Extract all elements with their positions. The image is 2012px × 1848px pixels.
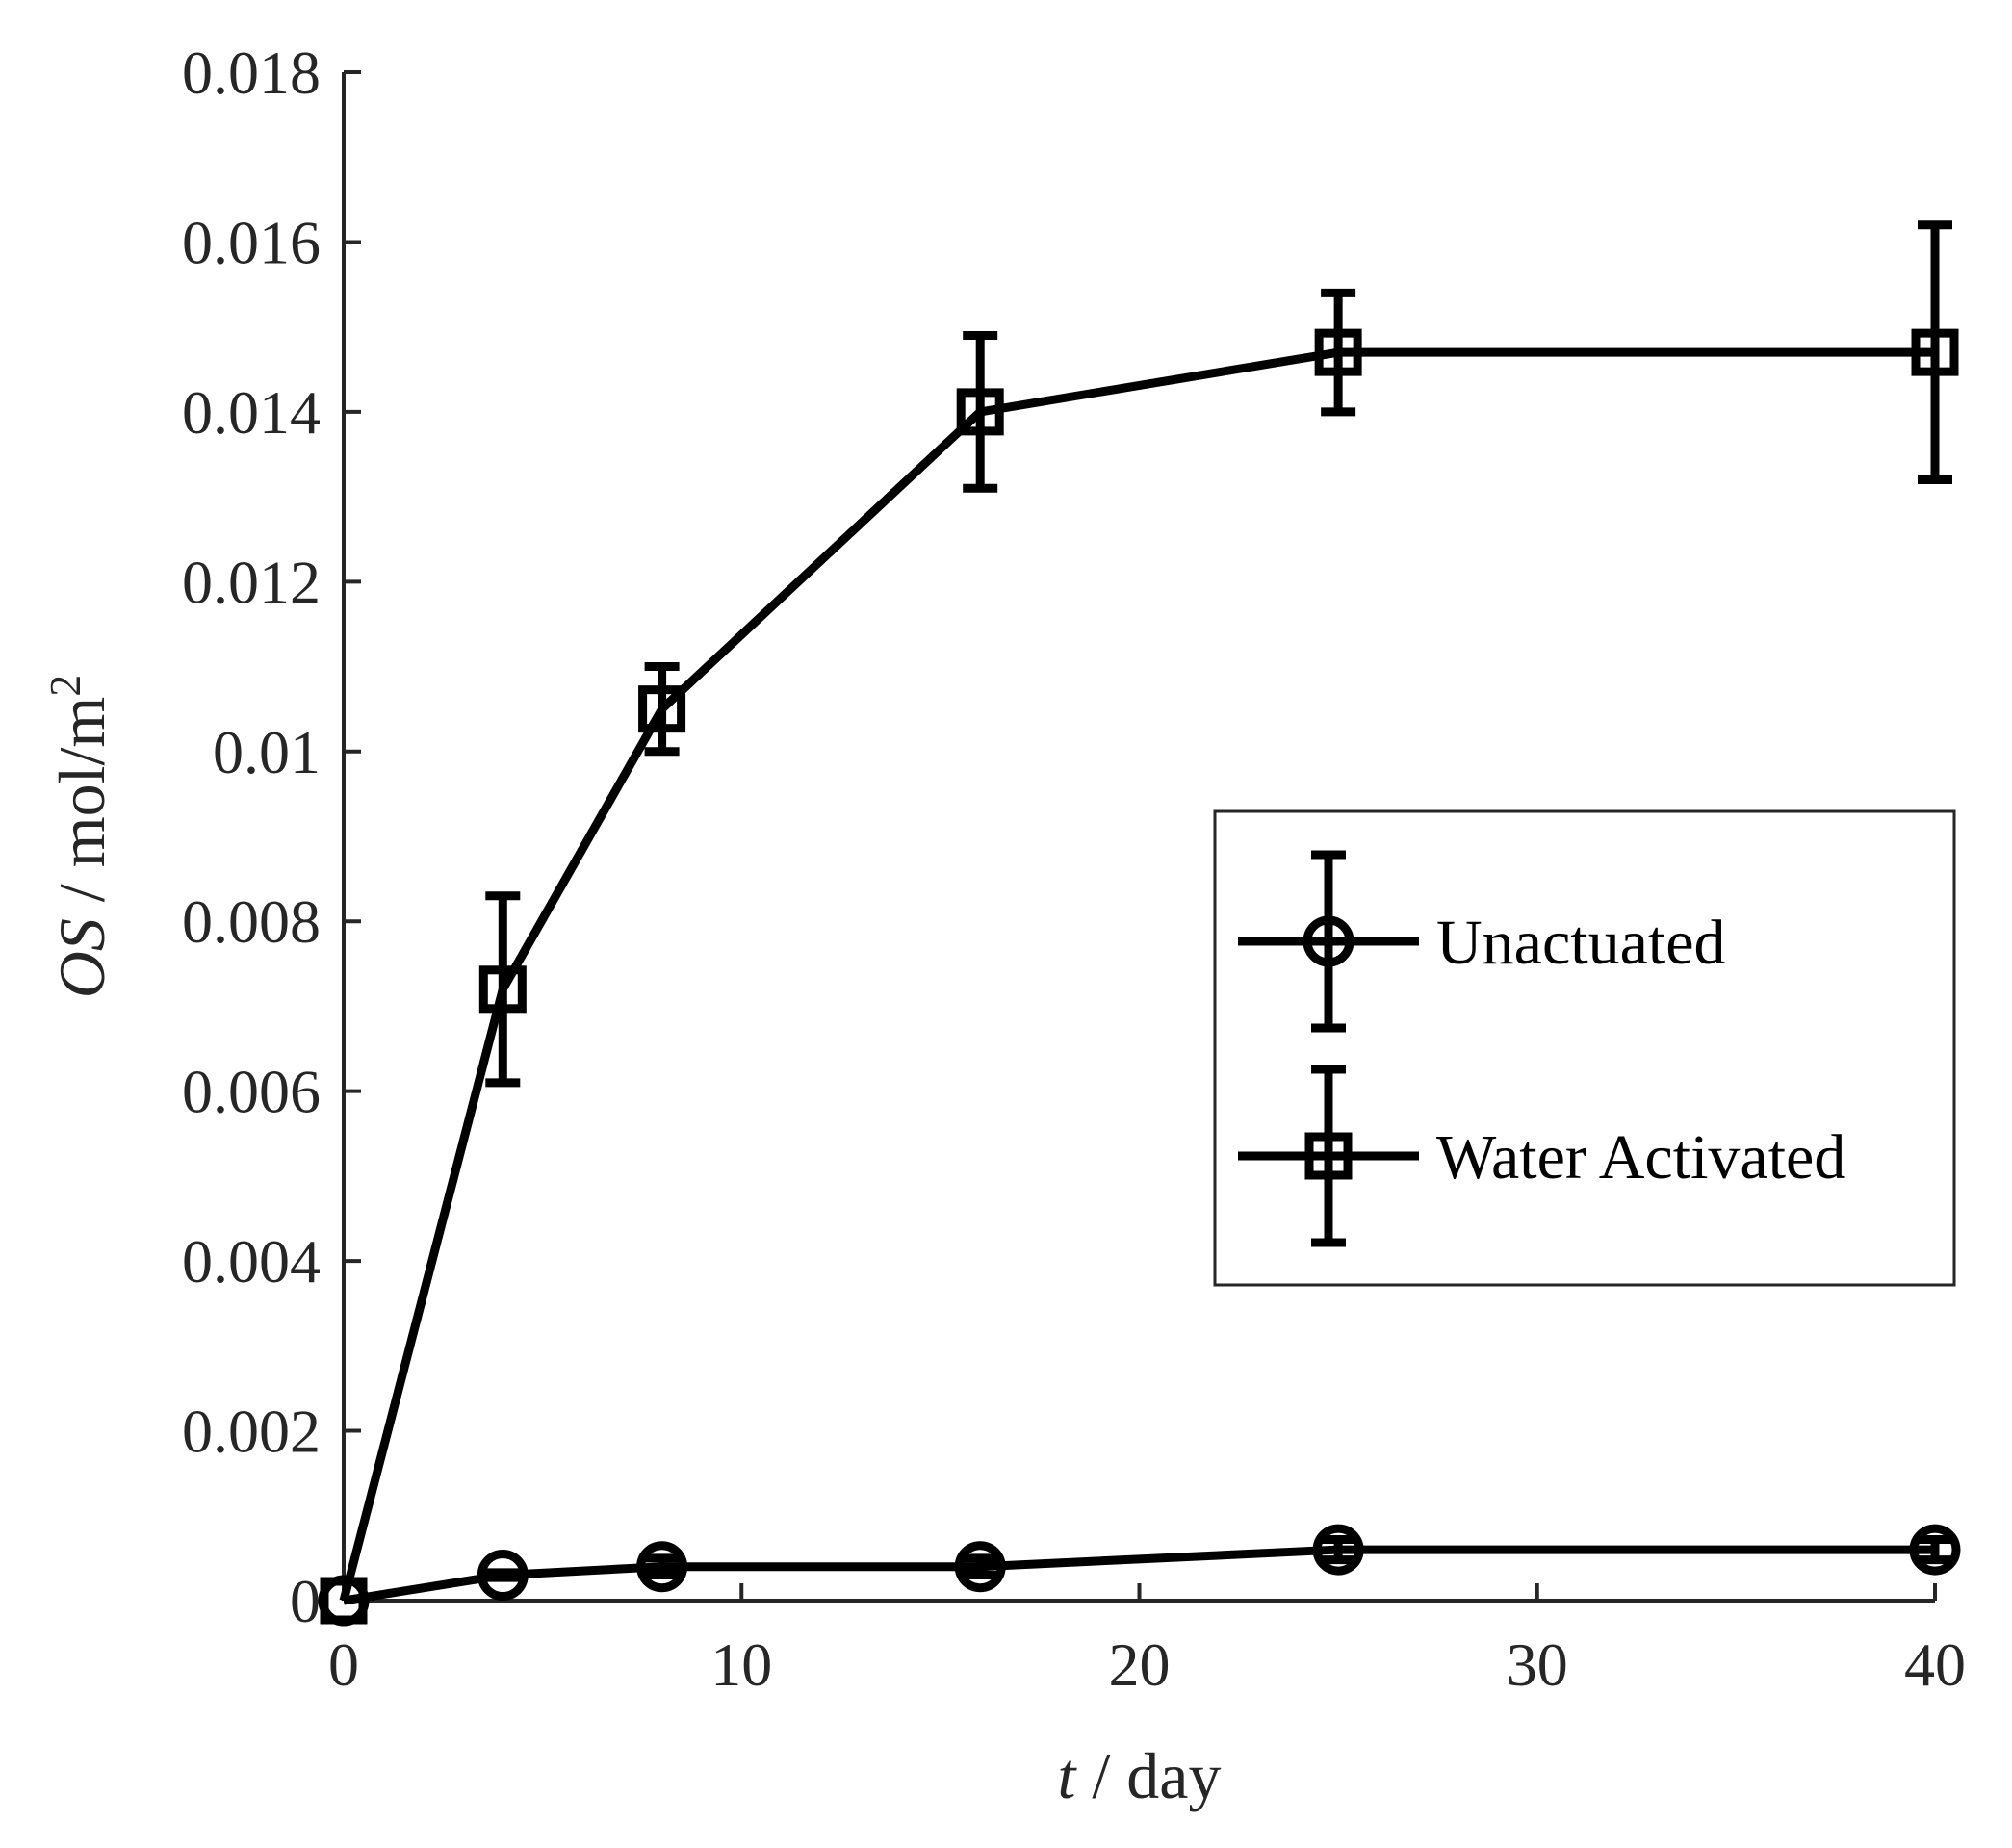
data-point-water-activated [1314, 328, 1362, 376]
series-line-water-activated [339, 347, 1935, 1603]
data-point-unactuated [636, 1541, 688, 1593]
legend-marker [1304, 1132, 1353, 1180]
data-point-water-activated [478, 965, 527, 1014]
y-tick-label: 0 [290, 1567, 321, 1635]
data-point-water-activated [638, 685, 686, 733]
legend-entry-water-activated: Water Activated [1238, 1065, 1845, 1247]
axes: 0 0.002 0.004 0.006 0.008 0.01 0.012 0.014 0.016… [182, 38, 1966, 1699]
y-tick-label: 0.008 [182, 887, 321, 956]
series-line-unactuated [343, 1545, 1935, 1605]
x-tick-label: 20 [1109, 1630, 1171, 1699]
y-axis-title: OS / mol/m2 [40, 675, 119, 999]
data-point-water-activated [1911, 328, 1959, 376]
data-point-water-activated [956, 388, 1004, 436]
legend: Unactuated Water Activated [1213, 809, 1956, 1287]
y-axis-title-variable: OS [45, 918, 118, 998]
y-tick-label: 0.006 [182, 1058, 321, 1126]
y-tick-label: 0.018 [182, 38, 321, 107]
error-bar-unactuated [644, 1553, 680, 1580]
data-point-unactuated [1909, 1524, 1961, 1576]
x-tick-label: 10 [710, 1630, 772, 1699]
x-tick-label: 30 [1507, 1630, 1568, 1699]
data-point-unactuated [954, 1541, 1006, 1593]
legend-error-bar [1311, 1065, 1346, 1247]
y-tick-label: 0.002 [182, 1398, 321, 1466]
x-axis-title: t / day [1058, 1739, 1222, 1812]
error-bar-unactuated [1918, 1534, 1952, 1565]
y-tick-label: 0.004 [182, 1227, 321, 1296]
data-point-unactuated [1312, 1524, 1364, 1576]
series-water-activated [320, 220, 1959, 1625]
legend-entry-unactuated: Unactuated [1238, 850, 1726, 1033]
y-tick-label: 0.014 [182, 378, 321, 447]
series-unactuated [318, 1524, 1961, 1627]
y-axis-title-superscript: 2 [40, 675, 90, 697]
legend-error-bar [1311, 850, 1346, 1033]
error-bar-water-activated [644, 662, 680, 757]
legend-marker [1303, 915, 1354, 967]
data-point-water-activated [320, 1577, 368, 1625]
error-bar-water-activated [1918, 220, 1952, 484]
legend-label: Unactuated [1436, 908, 1726, 978]
y-tick-label: 0.012 [182, 548, 321, 616]
y-tick-label: 0.01 [213, 718, 321, 786]
x-axis-title-variable: t [1058, 1739, 1078, 1812]
y-tick-label: 0.016 [182, 208, 321, 276]
x-tick-label: 40 [1904, 1630, 1966, 1699]
legend-label: Water Activated [1436, 1122, 1845, 1193]
y-axis-title-unit: / mol/m [45, 697, 118, 918]
error-bar-water-activated [963, 330, 998, 493]
legend-box [1213, 809, 1956, 1287]
series-layer [318, 220, 1961, 1627]
data-point-unactuated [477, 1550, 529, 1602]
error-bar-unactuated [963, 1553, 998, 1580]
x-tick-label: 0 [328, 1630, 359, 1699]
error-bar-unactuated [1321, 1534, 1356, 1565]
error-bar-water-activated [485, 891, 521, 1088]
error-bar-water-activated [1321, 288, 1356, 417]
error-bar-unactuated [485, 1568, 521, 1582]
x-axis-title-unit: / day [1075, 1739, 1221, 1812]
